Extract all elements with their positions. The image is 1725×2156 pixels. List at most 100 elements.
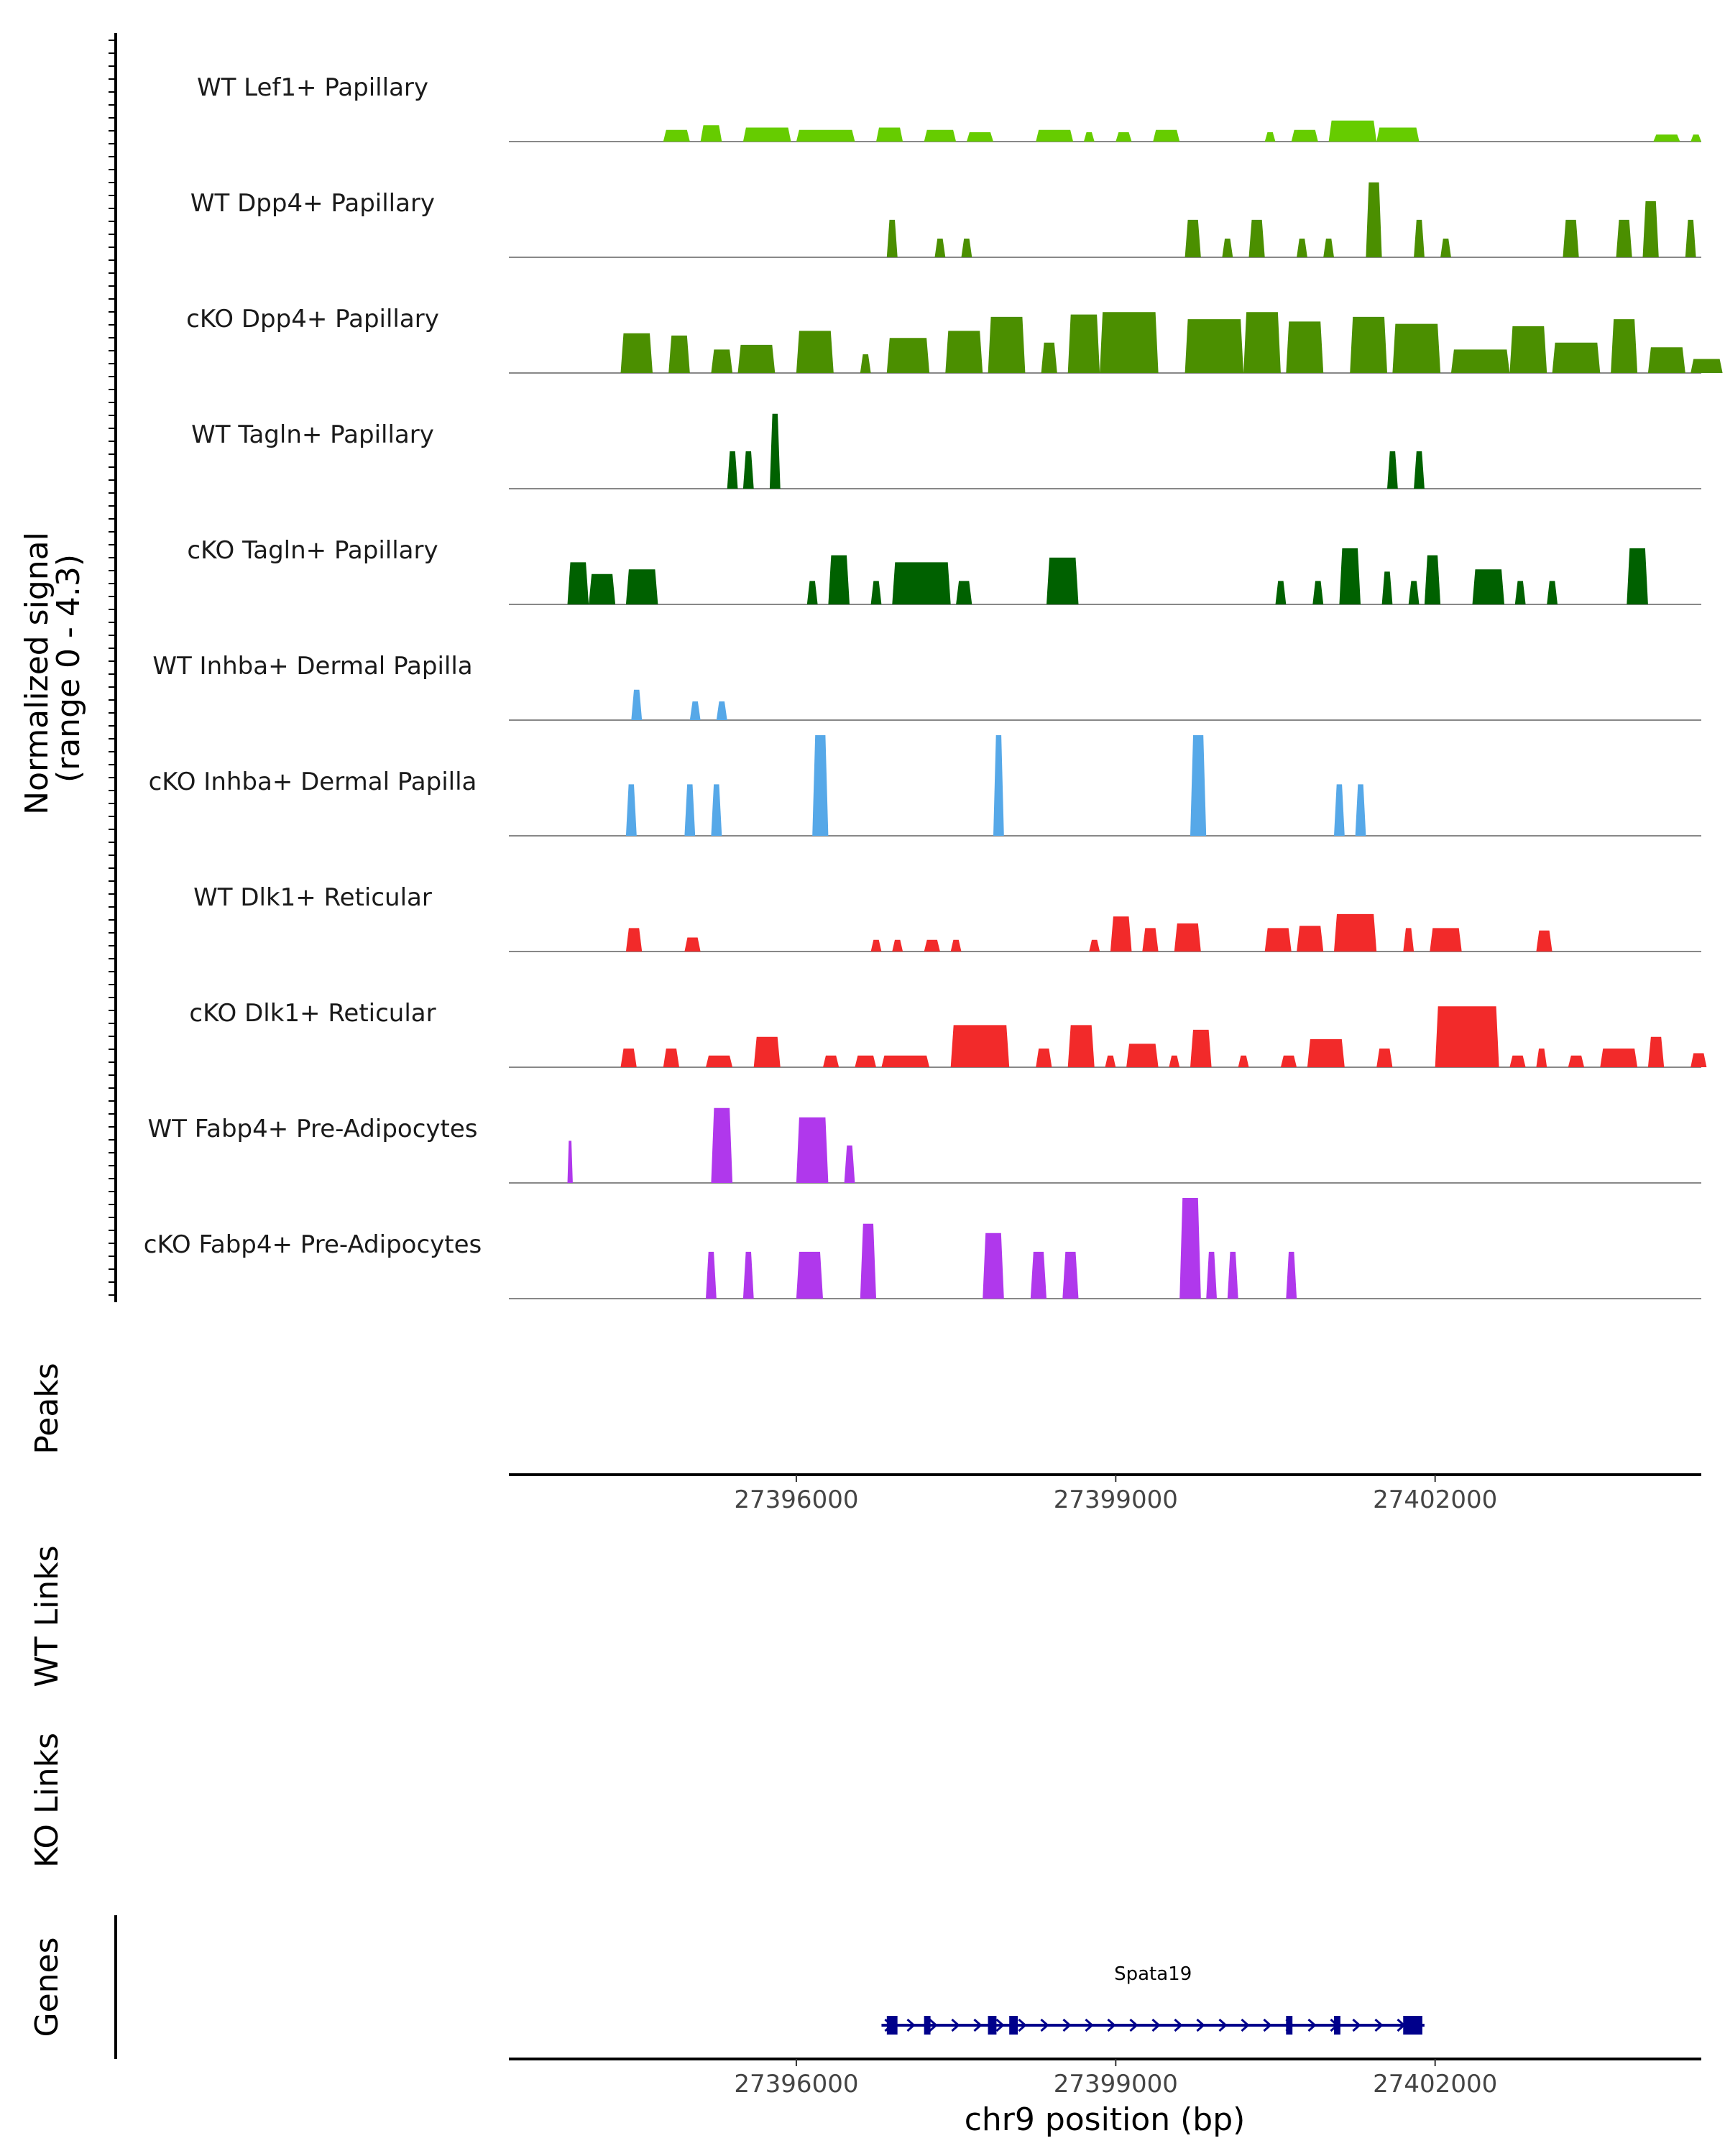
coverage-peak bbox=[1547, 581, 1558, 604]
coverage-peak bbox=[1611, 319, 1638, 373]
track-label: WT Fabp4+ Pre-Adipocytes bbox=[148, 1115, 478, 1143]
track-cko-tagln-papillary: cKO Tagln+ Papillary bbox=[187, 536, 1701, 605]
coverage-peak bbox=[625, 569, 658, 604]
coverage-peak bbox=[1036, 1049, 1052, 1067]
strand-arrow bbox=[1196, 2018, 1205, 2032]
coverage-peak bbox=[796, 1117, 829, 1183]
track-cko-dpp4-papillary: cKO Dpp4+ Papillary bbox=[186, 305, 1723, 374]
genes-x-ticks: 27396000 27399000 27402000 bbox=[734, 2059, 1497, 2099]
coverage-peak bbox=[1062, 1251, 1079, 1299]
coverage-peak bbox=[828, 555, 850, 604]
coverage-peak bbox=[1328, 120, 1377, 142]
coverage-peak bbox=[1280, 1055, 1297, 1067]
gene-spata19: Spata19 bbox=[881, 1963, 1425, 2035]
coverage-peak bbox=[1334, 784, 1345, 836]
coverage-peak bbox=[1174, 923, 1201, 952]
genes-x-tick-label: 27396000 bbox=[734, 2070, 858, 2099]
coverage-peak bbox=[870, 581, 882, 604]
coverage-peak bbox=[1153, 129, 1180, 142]
coverage-peak bbox=[1110, 916, 1132, 952]
peaks-label: Peaks bbox=[29, 1363, 65, 1454]
coverage-peak bbox=[1275, 581, 1287, 604]
strand-arrow bbox=[1218, 2018, 1228, 2032]
genes-panel: Genes Spata19 27396000 27399000 27402000 c… bbox=[29, 1915, 1701, 2138]
coverage-peak bbox=[1100, 312, 1159, 373]
strand-arrow bbox=[1374, 2018, 1384, 2032]
coverage-peak bbox=[1653, 134, 1680, 142]
strand-arrow bbox=[995, 2018, 1005, 2032]
coverage-peak bbox=[631, 689, 643, 720]
coverage-peak bbox=[1381, 571, 1393, 604]
coverage-peak bbox=[950, 1025, 1010, 1067]
coverage-peak bbox=[1647, 1036, 1665, 1067]
strand-arrow bbox=[1241, 2018, 1250, 2032]
coverage-peak bbox=[1408, 581, 1420, 604]
peaks-panel: Peaks 27396000 27399000 27402000 bbox=[29, 1363, 1701, 1514]
strand-arrow bbox=[1352, 2018, 1361, 2032]
coverage-peak bbox=[742, 451, 754, 489]
coverage-peak bbox=[988, 316, 1026, 373]
coverage-peak bbox=[1105, 1055, 1116, 1067]
coverage-peak bbox=[1312, 581, 1324, 604]
coverage-peak bbox=[668, 335, 690, 373]
coverage-peak bbox=[1190, 1029, 1212, 1067]
coverage-peak bbox=[1450, 349, 1510, 373]
coverage-peak bbox=[1067, 314, 1100, 373]
coverage-peak bbox=[892, 562, 951, 604]
coverage-peak bbox=[983, 1233, 1004, 1299]
coverage-peak bbox=[727, 451, 738, 489]
coverage-peak bbox=[567, 1141, 573, 1183]
genes-x-tick-label: 27399000 bbox=[1054, 2070, 1178, 2099]
coverage-peak bbox=[886, 219, 898, 257]
coverage-peak bbox=[1323, 239, 1334, 257]
coverage-peak bbox=[1376, 1049, 1393, 1067]
track-label: cKO Fabp4+ Pre-Adipocytes bbox=[144, 1230, 482, 1259]
coverage-peak bbox=[706, 1055, 733, 1067]
coverage-peak bbox=[892, 939, 903, 952]
coverage-peak bbox=[700, 125, 722, 142]
coverage-peak bbox=[706, 1251, 717, 1299]
strand-arrow bbox=[1040, 2018, 1049, 2032]
coverage-peak bbox=[1184, 219, 1201, 257]
coverage-peak bbox=[1179, 1198, 1201, 1299]
coverage-peak bbox=[966, 132, 993, 142]
coverage-peak bbox=[1264, 132, 1276, 142]
coverage-peak bbox=[1472, 569, 1504, 604]
coverage-peak bbox=[860, 354, 871, 373]
coverage-peak bbox=[663, 129, 690, 142]
strand-arrow bbox=[973, 2018, 983, 2032]
strand-arrow bbox=[1085, 2018, 1094, 2032]
coverage-peak bbox=[684, 937, 701, 952]
coverage-peak bbox=[1248, 219, 1265, 257]
coverage-peak bbox=[1616, 219, 1632, 257]
coverage-peak bbox=[1067, 1025, 1095, 1067]
track-cko-inhba-dermal-papilla: cKO Inhba+ Dermal Papilla bbox=[149, 735, 1701, 837]
coverage-peak bbox=[716, 701, 727, 720]
coverage-peak bbox=[823, 1055, 840, 1067]
coverage-peak bbox=[876, 127, 903, 142]
coverage-peak bbox=[567, 562, 589, 604]
coverage-peak bbox=[1414, 451, 1425, 489]
coverage-peak bbox=[1264, 928, 1292, 952]
coverage-peak bbox=[711, 1107, 733, 1183]
coverage-peak bbox=[625, 784, 637, 836]
gene-exon bbox=[1403, 2016, 1422, 2035]
coverage-peak bbox=[1366, 182, 1382, 257]
strand-arrow bbox=[1129, 2018, 1138, 2032]
coverage-peak bbox=[1642, 201, 1659, 257]
coverage-peak bbox=[796, 1251, 823, 1299]
coverage-peak bbox=[855, 1055, 876, 1067]
gene-exon bbox=[1286, 2016, 1293, 2035]
gene-exon bbox=[886, 2016, 898, 2035]
wt-links-label: WT Links bbox=[29, 1545, 65, 1687]
coverage-peak bbox=[1435, 1006, 1499, 1067]
track-label: cKO Dpp4+ Papillary bbox=[186, 305, 439, 333]
coverage-peak bbox=[1142, 928, 1159, 952]
strand-arrow bbox=[1263, 2018, 1272, 2032]
track-label: WT Tagln+ Papillary bbox=[191, 420, 434, 449]
coverage-peak bbox=[1647, 347, 1685, 373]
strand-arrow bbox=[1062, 2018, 1072, 2032]
coverage-peak bbox=[1350, 316, 1387, 373]
peaks-x-tick-label: 27399000 bbox=[1054, 1485, 1178, 1514]
